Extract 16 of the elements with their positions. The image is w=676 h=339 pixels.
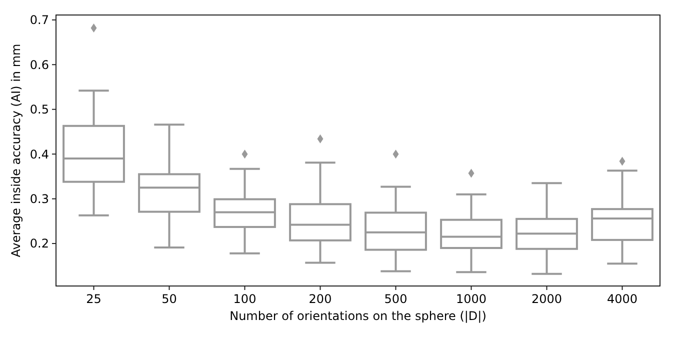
x-tick-label: 2000 [531,292,562,306]
x-tick-label: 50 [162,292,177,306]
y-tick-label: 0.7 [30,13,49,28]
y-tick-label: 0.5 [30,102,49,117]
x-tick-label: 25 [86,292,102,306]
x-axis-title: Number of orientations on the sphere (|D|) [230,309,486,323]
x-tick-label: 1000 [456,292,487,306]
x-tick-label: 200 [308,292,332,306]
x-tick-label: 500 [384,292,408,306]
x-tick-label: 100 [233,292,256,306]
y-tick-label: 0.2 [30,236,49,251]
y-axis-title: Average inside accuracy (AI) in mm [9,44,23,258]
x-tick-label: 4000 [606,292,638,306]
y-tick-label: 0.3 [30,192,49,206]
y-tick-label: 0.4 [30,147,49,162]
y-tick-label: 0.6 [30,58,49,72]
